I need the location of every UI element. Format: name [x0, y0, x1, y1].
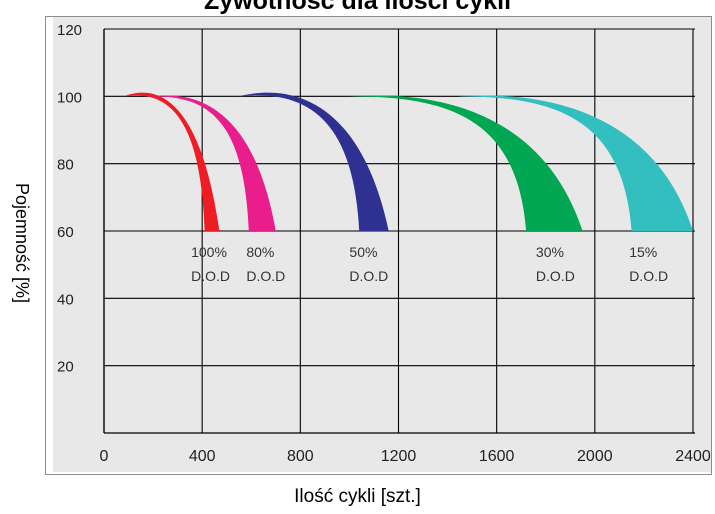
y-tick-label: 40: [57, 291, 74, 308]
x-tick-label: 2400: [675, 448, 711, 465]
y-tick-label: 80: [57, 157, 74, 174]
series-label-percent: 100%: [191, 244, 227, 260]
x-tick-label: 1200: [381, 448, 417, 465]
series-label-percent: 80%: [246, 244, 274, 260]
x-axis-label: Ilość cykli [szt.]: [294, 486, 421, 507]
series-label-dod: D.O.D: [246, 268, 285, 284]
series-label-dod: D.O.D: [536, 268, 575, 284]
y-tick-label: 120: [57, 22, 82, 39]
capacity-band: [153, 95, 276, 231]
series-label-dod: D.O.D: [629, 268, 668, 284]
series-label-percent: 50%: [349, 244, 377, 260]
x-tick-label: 1600: [479, 448, 515, 465]
capacity-band: [349, 95, 583, 231]
y-tick-label: 20: [57, 359, 74, 376]
x-tick-label: 400: [189, 448, 216, 465]
plot-frame: [45, 16, 712, 475]
series-label-percent: 30%: [536, 244, 564, 260]
chart-title: Żywotność dla ilości cykli: [203, 0, 512, 15]
y-axis-label: Pojemność [%]: [12, 183, 32, 304]
capacity-band: [457, 95, 693, 231]
series-label-dod: D.O.D: [191, 268, 230, 284]
capacity-band: [123, 92, 220, 232]
y-tick-label: 60: [57, 224, 74, 241]
x-tick-label: 0: [100, 448, 109, 465]
x-tick-label: 800: [287, 448, 314, 465]
plot-background: [53, 17, 711, 472]
series-label-percent: 15%: [629, 244, 657, 260]
x-tick-label: 2000: [577, 448, 613, 465]
capacity-band: [238, 92, 389, 232]
y-tick-label: 100: [57, 89, 82, 106]
series-label-dod: D.O.D: [349, 268, 388, 284]
